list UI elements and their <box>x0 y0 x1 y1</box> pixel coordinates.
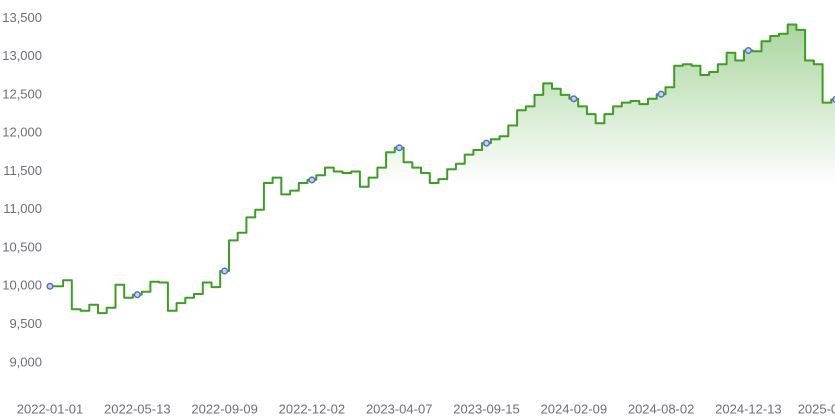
x-tick-label: 2022-09-09 <box>191 401 258 416</box>
y-tick-label: 9,500 <box>9 316 42 331</box>
y-tick-label: 9,000 <box>9 354 42 369</box>
y-tick-label: 11,000 <box>3 201 42 216</box>
y-tick-label: 13,500 <box>2 10 42 25</box>
marker <box>744 46 752 55</box>
line <box>50 23 835 315</box>
x-tick-label: 2023-04-07 <box>366 401 433 416</box>
x-tick-label: 2024-02-09 <box>541 401 608 416</box>
y-tick-label: 13,000 <box>2 48 42 63</box>
x-tick-label: 2022-05-13 <box>104 401 171 416</box>
area <box>50 24 835 395</box>
y-tick-label: 11,500 <box>3 163 42 178</box>
y-tick-label: 10,500 <box>2 239 42 254</box>
marker <box>46 282 54 290</box>
x-tick-label: 2022-12-02 <box>279 401 346 416</box>
x-tick-label: 2024-12-13 <box>715 401 782 416</box>
y-tick-label: 12,000 <box>2 125 42 140</box>
x-tick-label: 2022-01-01 <box>17 401 84 416</box>
marker <box>308 176 316 184</box>
x-tick-label: 2023-09-15 <box>453 401 520 416</box>
marker <box>570 95 578 103</box>
marker <box>221 267 229 275</box>
x-tick-label: 2025-0 <box>798 401 835 416</box>
y-tick-label: 12,500 <box>2 86 42 101</box>
marker <box>657 90 665 98</box>
marker <box>482 139 491 147</box>
marker <box>832 96 835 103</box>
marker <box>133 291 141 299</box>
y-tick-label: 10,000 <box>2 278 42 293</box>
marker <box>395 144 403 152</box>
x-tick-label: 2024-08-02 <box>628 401 695 416</box>
